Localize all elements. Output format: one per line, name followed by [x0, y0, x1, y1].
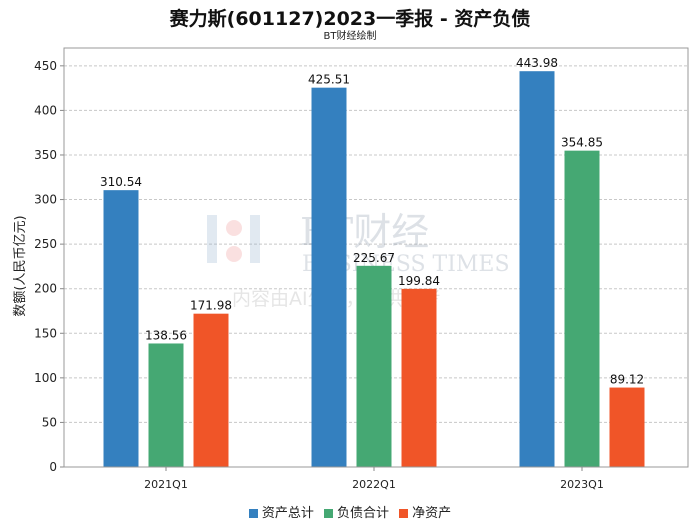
legend-item[interactable]: 净资产: [399, 506, 451, 521]
legend-label: 负债合计: [336, 506, 389, 521]
legend-item[interactable]: 负债合计: [323, 506, 389, 521]
plot-frame: [63, 47, 689, 468]
bar: [356, 265, 392, 467]
y-tick-label: 200: [34, 282, 57, 296]
y-tick-label: 450: [34, 59, 57, 73]
y-tick-label: 150: [34, 326, 57, 340]
bar: [609, 387, 645, 467]
bar: [401, 288, 437, 467]
x-tick-label: 2022Q1: [352, 478, 396, 491]
data-label: 171.98: [190, 299, 232, 313]
y-tick-label: 50: [42, 415, 57, 429]
y-tick-label: 100: [34, 371, 57, 385]
legend-swatch: [248, 509, 258, 518]
bar: [519, 71, 555, 467]
y-axis-label: 数额(人民币亿元): [13, 215, 28, 316]
legend-label: 净资产: [412, 506, 452, 521]
legend-swatch: [323, 509, 333, 518]
chart-title: 赛力斯(601127)2023一季报 - 资产负债: [169, 8, 531, 30]
data-label: 199.84: [398, 274, 440, 288]
legend-label: 资产总计: [261, 506, 314, 521]
x-tick-label: 2021Q1: [144, 478, 188, 491]
y-tick-label: 0: [49, 460, 57, 474]
data-label: 443.98: [516, 56, 558, 70]
data-label: 310.54: [100, 175, 142, 189]
legend-item[interactable]: 资产总计: [248, 506, 314, 521]
x-tick-label: 2023Q1: [560, 478, 604, 491]
bar: [564, 150, 600, 467]
bar: [103, 190, 139, 467]
y-tick-label: 350: [34, 148, 57, 162]
data-label: 225.67: [353, 251, 395, 265]
bar: [193, 313, 229, 467]
data-label: 89.12: [610, 373, 644, 387]
data-label: 354.85: [561, 136, 603, 150]
legend: 资产总计 负债合计 净资产: [0, 502, 700, 521]
y-tick-label: 400: [34, 103, 57, 117]
y-tick-label: 300: [34, 193, 57, 207]
chart-subtitle: BT财经绘制: [323, 31, 377, 42]
bar: [148, 343, 184, 467]
y-tick-label: 250: [34, 237, 57, 251]
data-label: 425.51: [308, 73, 350, 87]
data-label: 138.56: [145, 328, 187, 342]
bar: [311, 87, 347, 468]
legend-swatch: [399, 509, 409, 518]
